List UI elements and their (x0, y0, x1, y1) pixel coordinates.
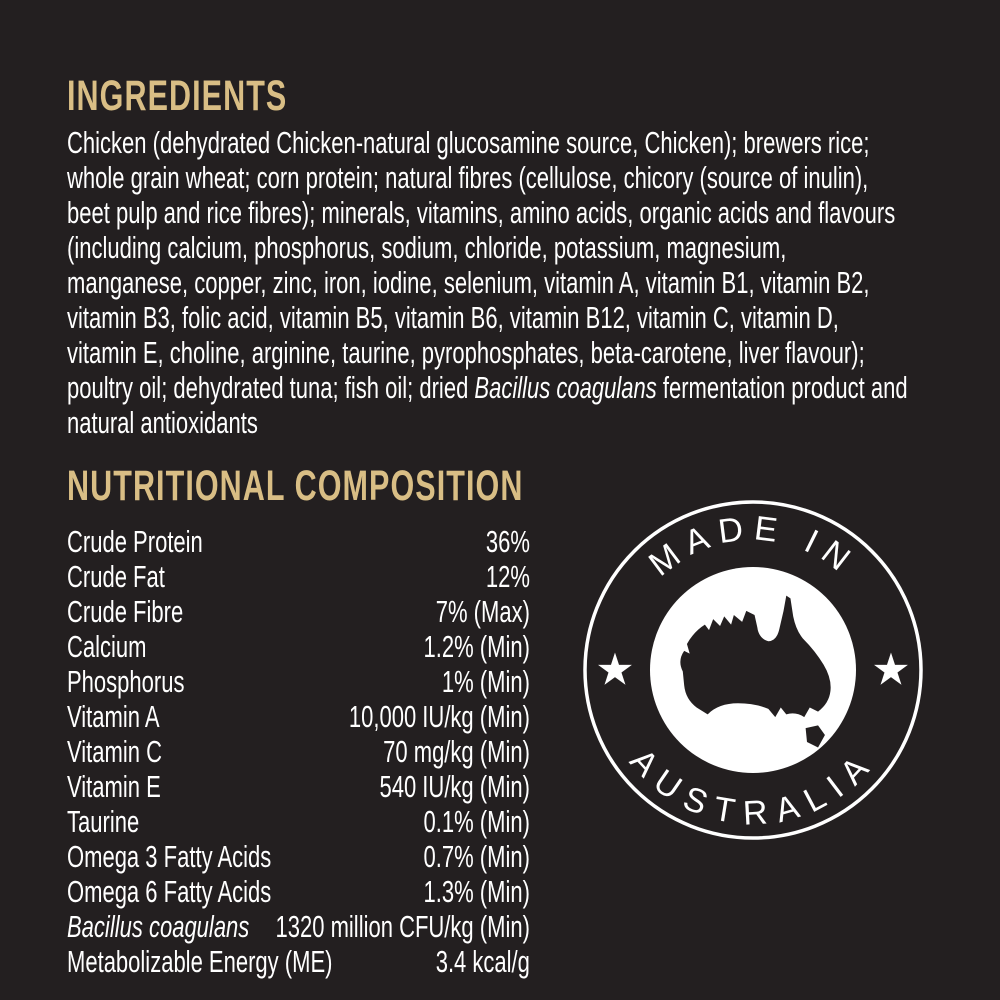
table-row: Crude Fat 12% (67, 559, 530, 594)
table-row: Crude Protein 36% (67, 524, 530, 559)
nutrient-label: Bacillus coagulans (67, 909, 250, 944)
nutrient-value: 0.1% (Min) (423, 804, 530, 839)
star-icon: ★ (871, 645, 910, 696)
nutritional-composition-heading: NUTRITIONAL COMPOSITION (67, 462, 524, 510)
made-in-australia-badge: MADE IN AUSTRALIA ★ ★ (583, 500, 923, 840)
badge-outer-ring (583, 500, 923, 840)
ingredients-heading: INGREDIENTS (67, 72, 288, 120)
star-icon: ★ (595, 645, 634, 696)
table-row: Calcium 1.2% (Min) (67, 629, 530, 664)
table-row: Omega 3 Fatty Acids 0.7% (Min) (67, 839, 530, 874)
nutrient-value: 1% (Min) (441, 664, 530, 699)
nutrition-table: Crude Protein 36% Crude Fat 12% Crude Fi… (67, 524, 530, 979)
nutrient-label: Crude Protein (67, 524, 203, 559)
table-row: Vitamin A 10,000 IU/kg (Min) (67, 699, 530, 734)
table-row: Vitamin E 540 IU/kg (Min) (67, 769, 530, 804)
nutrient-value: 36% (485, 524, 530, 559)
nutrient-label: Omega 3 Fatty Acids (67, 839, 272, 874)
label-content: INGREDIENTS Chicken (dehydrated Chicken-… (67, 74, 1000, 979)
nutrient-label: Vitamin A (67, 699, 160, 734)
nutrient-value: 12% (485, 559, 530, 594)
nutrient-label: Calcium (67, 629, 147, 664)
nutrient-label: Omega 6 Fatty Acids (67, 874, 272, 909)
nutrient-value: 70 mg/kg (Min) (383, 734, 530, 769)
ingredients-text: Chicken (dehydrated Chicken-natural gluc… (67, 125, 896, 405)
table-row: Vitamin C 70 mg/kg (Min) (67, 734, 530, 769)
table-row: Crude Fibre 7% (Max) (67, 594, 530, 629)
nutrient-value: 10,000 IU/kg (Min) (348, 699, 530, 734)
nutrient-value: 1.3% (Min) (423, 874, 530, 909)
table-row: Metabolizable Energy (ME) 3.4 kcal/g (67, 944, 530, 979)
nutrient-value: 1320 million CFU/kg (Min) (275, 909, 530, 944)
australia-map-icon (680, 595, 831, 748)
nutrient-label: Taurine (67, 804, 140, 839)
nutrient-value: 3.4 kcal/g (435, 944, 530, 979)
ingredients-text-end: fermentation product and natural antioxi… (67, 370, 908, 440)
nutrient-value: 0.7% (Min) (423, 839, 530, 874)
table-row: Omega 6 Fatty Acids 1.3% (Min) (67, 874, 530, 909)
nutrient-label: Phosphorus (67, 664, 185, 699)
nutrient-value: 1.2% (Min) (423, 629, 530, 664)
ingredients-paragraph: Chicken (dehydrated Chicken-natural gluc… (67, 125, 912, 440)
nutrient-label: Vitamin C (67, 734, 163, 769)
ingredients-text-italic: Bacillus coagulans (474, 370, 657, 405)
nutrient-value: 540 IU/kg (Min) (379, 769, 530, 804)
table-row: Bacillus coagulans 1320 million CFU/kg (… (67, 909, 530, 944)
nutrient-label: Vitamin E (67, 769, 161, 804)
nutrient-label: Crude Fibre (67, 594, 184, 629)
table-row: Taurine 0.1% (Min) (67, 804, 530, 839)
table-row: Phosphorus 1% (Min) (67, 664, 530, 699)
nutrient-label: Metabolizable Energy (ME) (67, 944, 333, 979)
nutrient-label: Crude Fat (67, 559, 165, 594)
nutrient-value: 7% (Max) (435, 594, 530, 629)
